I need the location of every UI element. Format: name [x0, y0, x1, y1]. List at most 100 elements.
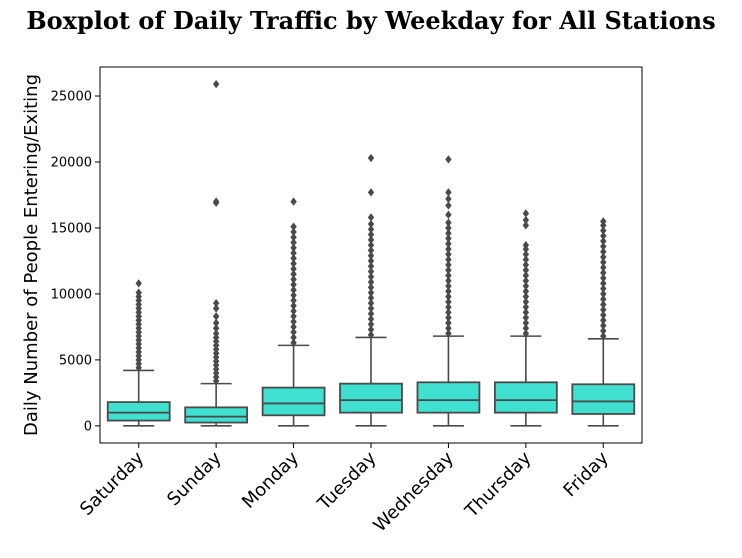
- outlier-point: [290, 264, 297, 274]
- outlier-point: [522, 250, 530, 259]
- outlier-point: [445, 188, 452, 197]
- outlier-point: [367, 262, 375, 271]
- outlier-point: [367, 314, 375, 324]
- outlier-point: [445, 250, 452, 259]
- outlier-point: [290, 333, 297, 342]
- outlier-point: [367, 246, 375, 255]
- outlier-point: [367, 235, 375, 244]
- outlier-point: [367, 298, 375, 308]
- outlier-point: [290, 338, 297, 347]
- x-tick-label-friday: Friday: [559, 447, 613, 501]
- outlier-point: [367, 272, 375, 281]
- outlier-point: [290, 328, 297, 337]
- outlier-point: [445, 239, 452, 248]
- y-tick-label: 0: [84, 419, 92, 434]
- outlier-point: [212, 79, 220, 89]
- outlier-point: [290, 296, 297, 305]
- outlier-point: [522, 292, 530, 301]
- outlier-point: [600, 247, 607, 256]
- outlier-point: [522, 287, 530, 296]
- outlier-point: [600, 226, 607, 235]
- box-group-tuesday: [339, 153, 403, 427]
- chart-title: Boxplot of Daily Traffic by Weekday for …: [26, 6, 716, 35]
- box-group-wednesday: [416, 155, 481, 427]
- outlier-point: [600, 326, 607, 336]
- outlier-point: [600, 231, 607, 241]
- outlier-point: [522, 276, 530, 285]
- x-tick-label-tuesday: Tuesday: [313, 447, 381, 515]
- outlier-point: [367, 330, 375, 339]
- outlier-point: [135, 288, 142, 297]
- box-iqr: [261, 386, 326, 417]
- outlier-point: [367, 256, 375, 266]
- outlier-point: [600, 316, 607, 325]
- outlier-point: [367, 325, 375, 334]
- outlier-point: [367, 320, 375, 329]
- outlier-point: [290, 285, 297, 295]
- box-iqr: [339, 382, 403, 414]
- outlier-point: [367, 240, 375, 250]
- outlier-point: [367, 283, 375, 292]
- outlier-point: [290, 248, 297, 258]
- outlier-point: [600, 279, 607, 288]
- outlier-point: [290, 275, 297, 284]
- outlier-point: [600, 321, 607, 330]
- box-iqr: [106, 401, 171, 422]
- outlier-point: [290, 197, 297, 206]
- outlier-point: [445, 308, 452, 317]
- outlier-point: [600, 295, 607, 304]
- outlier-point: [367, 251, 375, 260]
- outlier-point: [290, 322, 297, 332]
- outlier-point: [600, 258, 607, 267]
- x-tick-label-monday: Monday: [238, 447, 303, 512]
- outlier-point: [600, 242, 607, 251]
- outlier-point: [290, 238, 297, 247]
- outlier-point: [522, 255, 530, 264]
- x-tick-label-saturday: Saturday: [76, 447, 148, 519]
- outlier-point: [290, 306, 297, 316]
- outlier-point: [600, 263, 607, 272]
- outlier-point: [445, 244, 452, 254]
- outlier-point: [367, 293, 375, 303]
- outlier-point: [445, 223, 452, 233]
- outlier-point: [290, 254, 297, 263]
- box-group-sunday: [184, 79, 249, 427]
- outlier-point: [600, 236, 607, 246]
- outlier-point: [212, 329, 220, 338]
- outlier-point: [600, 252, 607, 262]
- outlier-point: [600, 217, 607, 226]
- y-tick-label: 20000: [51, 155, 92, 170]
- outlier-point: [445, 318, 452, 328]
- box-iqr: [184, 406, 249, 424]
- outlier-point: [522, 308, 530, 317]
- outlier-point: [445, 155, 452, 164]
- outlier-point: [522, 215, 530, 225]
- outlier-point: [445, 266, 452, 275]
- outlier-point: [522, 302, 530, 312]
- outlier-point: [522, 297, 530, 306]
- outlier-point: [445, 329, 452, 338]
- outlier-point: [522, 318, 530, 328]
- box-iqr: [571, 383, 636, 415]
- outlier-point: [522, 266, 530, 275]
- box-iqr: [416, 381, 481, 414]
- outlier-point: [212, 318, 220, 328]
- y-axis-label: Daily Number of People Entering/Exiting: [21, 74, 42, 436]
- outlier-point: [367, 213, 375, 222]
- outlier-point: [600, 331, 607, 341]
- outlier-point: [600, 273, 607, 283]
- outlier-point: [290, 227, 297, 237]
- outlier-point: [445, 281, 452, 291]
- outlier-point: [445, 292, 452, 301]
- box-group-thursday: [493, 209, 558, 427]
- outlier-point: [212, 298, 220, 308]
- outlier-point: [522, 240, 530, 250]
- outlier-point: [445, 234, 452, 243]
- outlier-point: [367, 309, 375, 318]
- outlier-point: [367, 267, 375, 276]
- box-group-friday: [571, 217, 636, 427]
- outlier-point: [522, 324, 530, 333]
- outlier-point: [445, 218, 452, 227]
- outlier-point: [290, 269, 297, 279]
- outlier-point: [445, 302, 452, 312]
